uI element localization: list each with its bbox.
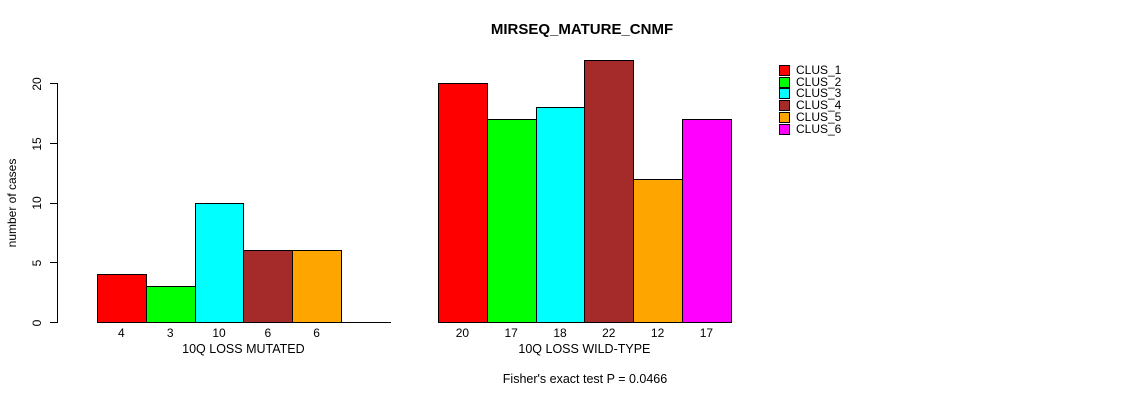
bar-clus-2-group1 — [145, 286, 196, 323]
bar-value-label: 22 — [602, 326, 616, 340]
bar-clus-1-group2 — [438, 83, 488, 323]
legend-label-clus-3: CLUS_3 — [796, 86, 842, 101]
legend-swatch-clus-6 — [779, 123, 790, 135]
y-axis-tick — [50, 262, 57, 264]
legend-swatch-clus-2 — [779, 76, 790, 88]
y-tick-label: 20 — [30, 77, 44, 91]
group-label-mutated: 10Q LOSS MUTATED — [182, 342, 305, 356]
bar-clus-5-group2 — [633, 178, 683, 323]
legend-swatch-clus-1 — [779, 65, 790, 76]
y-tick-label: 5 — [30, 259, 44, 267]
bar-value-label: 4 — [118, 326, 125, 340]
legend-swatch-clus-5 — [779, 111, 790, 123]
chart-title: MIRSEQ_MATURE_CNMF — [490, 21, 674, 38]
legend-swatch-clus-4 — [779, 100, 790, 112]
bar-clus-4-group1 — [243, 250, 294, 323]
bar-value-label: 10 — [212, 326, 226, 340]
legend-label-clus-1: CLUS_1 — [796, 63, 842, 77]
bar-value-label: 6 — [313, 326, 320, 340]
bar-clus-2-group2 — [486, 119, 537, 323]
bar-value-label: 12 — [650, 326, 665, 340]
legend-label-clus-5: CLUS_5 — [796, 109, 842, 124]
bar-clus-5-group1 — [292, 250, 342, 323]
bar-value-label: 20 — [455, 326, 470, 340]
bar-clus-6-group2 — [682, 119, 732, 323]
y-tick-label: 0 — [30, 319, 44, 326]
legend-label-clus-6: CLUS_6 — [796, 121, 842, 136]
bar-clus-4-group2 — [584, 59, 635, 323]
bar-clus-3-group2 — [535, 107, 586, 323]
bar-value-label: 17 — [504, 326, 518, 340]
y-axis-tick — [50, 143, 57, 145]
legend-swatch-clus-3 — [779, 88, 790, 100]
bar-value-label: 18 — [553, 326, 567, 340]
bar-value-label: 17 — [699, 326, 714, 340]
y-axis-tick — [50, 83, 57, 85]
bar-zero-clus-6-group1 — [341, 322, 391, 323]
y-axis-tick — [50, 202, 57, 204]
y-axis-tick — [50, 322, 57, 323]
y-tick-label: 10 — [30, 196, 44, 210]
legend-label-clus-4: CLUS_4 — [796, 98, 842, 113]
bar-clus-1-group1 — [97, 274, 147, 323]
bar-clus-3-group1 — [194, 202, 245, 323]
legend-label-clus-2: CLUS_2 — [796, 74, 842, 89]
y-tick-label: 15 — [30, 136, 44, 151]
fisher-test-footnote: Fisher's exact test P = 0.0466 — [502, 372, 668, 386]
y-axis-line — [57, 83, 58, 323]
bar-value-label: 6 — [264, 326, 272, 340]
group-label-wildtype: 10Q LOSS WILD-TYPE — [518, 342, 651, 356]
y-axis-label: number of cases — [5, 158, 19, 248]
bar-value-label: 3 — [166, 326, 174, 340]
